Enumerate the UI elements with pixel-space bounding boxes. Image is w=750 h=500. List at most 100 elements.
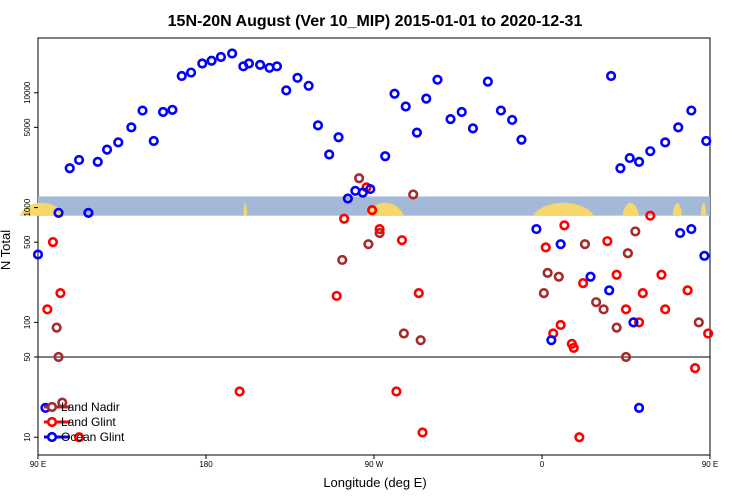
data-point [337,254,348,266]
data-point [367,205,378,216]
data-point [365,183,376,195]
data-point [342,193,353,204]
data-point [585,271,596,282]
data-point [516,134,527,145]
data-point [333,132,344,143]
data-point [673,122,684,133]
data-point [633,156,645,168]
data-point [92,156,103,168]
legend-marker [46,431,58,443]
data-point [64,163,75,174]
land-segment [532,202,595,216]
land-segment [672,202,682,216]
data-point [605,70,617,82]
data-point [568,342,579,353]
data-point [591,297,602,308]
data-point [380,151,391,162]
data-point [357,187,368,198]
data-point [604,285,615,296]
data-point [137,105,148,116]
data-point [374,223,385,235]
data-point [42,304,53,315]
legend-label: Ocean Glint [61,430,125,444]
y-tick-label: 1000 [23,198,32,216]
data-point [622,248,633,259]
data-point [432,74,443,85]
data-point [598,304,609,315]
data-point [656,269,667,280]
data-points [32,48,714,443]
data-point [645,146,656,157]
data-point [113,137,124,148]
data-point [51,322,62,333]
data-point [47,237,59,248]
plot-frame [37,37,711,456]
data-point [73,154,85,166]
data-point [540,242,551,253]
data-point [633,317,645,328]
data-point [620,351,632,363]
land-segment [243,202,248,216]
x-tick-label: 180 [199,460,213,469]
legend-item: Land Glint [44,415,116,429]
data-point [415,335,426,346]
data-point [615,163,626,174]
data-point [456,106,467,118]
data-point [389,88,400,99]
data-point [408,189,419,200]
data-point [630,226,641,237]
data-point [374,227,385,239]
data-point [689,362,701,374]
data-point [660,304,671,315]
data-point [391,386,402,397]
y-tick-label: 50 [23,352,32,361]
data-point [686,223,697,235]
data-point [227,48,238,59]
data-point [553,271,564,282]
land-segment [622,202,640,216]
data-point [637,287,648,299]
data-point [398,328,409,339]
legend-item: Ocean Glint [44,430,125,444]
data-point [628,317,639,328]
y-tick-label: 10000 [23,81,32,104]
data-point [693,317,704,328]
data-point [53,351,64,363]
data-point [703,328,714,339]
x-tick-label: 90 E [702,460,718,469]
data-point [413,287,424,299]
data-point [579,239,591,250]
data-point [482,76,493,87]
data-point [421,93,432,104]
data-point [83,207,94,218]
data-point [396,235,408,246]
chart-title: 15N-20N August (Ver 10_MIP) 2015-01-01 t… [168,13,583,30]
data-point [167,104,178,115]
data-point [542,267,553,278]
data-point [234,386,245,397]
data-point [602,236,613,247]
data-point [417,427,428,438]
data-point [445,113,456,125]
data-point [73,432,85,443]
y-tick-label: 100 [23,315,32,329]
data-point [611,269,622,280]
data-point [197,58,208,69]
data-point [531,223,542,235]
y-tick-label: 500 [23,235,32,249]
data-point [620,304,632,315]
data-point [546,335,557,346]
data-point [507,114,518,126]
data-point [411,127,423,138]
data-point [176,70,187,82]
data-point [701,135,712,147]
data-point [32,249,44,260]
data-point [185,67,197,78]
land-segment [19,202,65,216]
data-point [312,120,324,131]
x-axis-label: Longitude (deg E) [323,475,426,490]
series-land-nadir [51,173,704,408]
y-tick-label: 10 [23,432,32,441]
data-point [400,101,411,112]
